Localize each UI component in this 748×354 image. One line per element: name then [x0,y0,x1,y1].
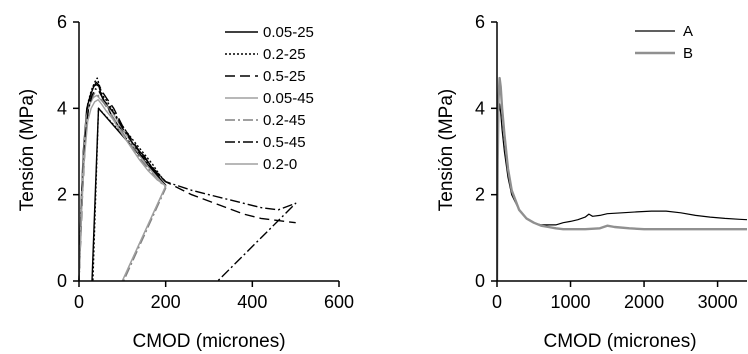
y-tick-label: 0 [57,271,67,291]
series-line-0.5-25 [78,83,296,282]
x-tick-label: 1000 [551,292,591,312]
legend-label-0.5-25: 0.5-25 [263,68,306,85]
legend-label-0.2-45: 0.2-45 [263,112,306,129]
legend-label-A: A [683,23,693,40]
chart-left: Tensión (MPa) CMOD (micrones) 0 200 400 600… [17,12,354,352]
legend: AB [635,23,693,62]
chart-right: Tensión (MPa) CMOD (micrones) 0 1000 2000 3… [436,12,748,352]
x-tick-label: 2000 [624,292,664,312]
x-axis-label: CMOD (micrones) [543,331,696,352]
y-tick-label: 4 [57,98,67,118]
series-group [78,77,297,282]
series-line-0.2-0 [78,98,167,282]
x-tick-label: 0 [492,292,502,312]
legend-label-B: B [683,45,693,62]
y-tick-label: 2 [475,185,485,205]
series-line-B [497,76,747,282]
plot-area: 0 200 400 600 0 2 4 6 0.05-25 0.2-25 0.5-25 0.05-45… [57,12,354,312]
y-tick-label: 2 [57,185,67,205]
series-line-0.2-25 [78,77,167,282]
legend-label-0.5-45: 0.5-45 [263,134,306,151]
legend-label-0.05-45: 0.05-45 [263,90,314,107]
y-tick-label: 6 [475,12,485,32]
plot-area: 0 1000 2000 3000 0 2 4 6 AB [475,12,748,312]
series-line-0.2-45 [78,92,167,282]
legend-label-0.05-25: 0.05-25 [263,24,314,41]
x-tick-label: 3000 [698,292,738,312]
series-line-0.05-25 [78,81,167,282]
y-tick-label: 6 [57,12,67,32]
y-tick-label: 4 [475,98,485,118]
series-line-A [497,103,748,282]
series-line-0.5-45 [78,88,297,282]
y-axis-label: Tensión (MPa) [17,89,38,212]
y-tick-label: 0 [475,271,485,291]
x-axis-label: CMOD (micrones) [132,331,285,352]
x-tick-label: 600 [324,292,354,312]
x-tick-label: 400 [237,292,267,312]
legend-label-0.2-25: 0.2-25 [263,46,306,63]
x-tick-label: 200 [151,292,181,312]
series-line-0.05-45 [78,94,167,282]
y-axis-label: Tensión (MPa) [436,89,457,212]
legend-label-0.2-0: 0.2-0 [263,156,297,173]
series-group [497,76,748,282]
x-tick-label: 0 [74,292,84,312]
legend: 0.05-25 0.2-25 0.5-25 0.05-45 0.2-45 0.5-45 0.… [225,24,314,173]
